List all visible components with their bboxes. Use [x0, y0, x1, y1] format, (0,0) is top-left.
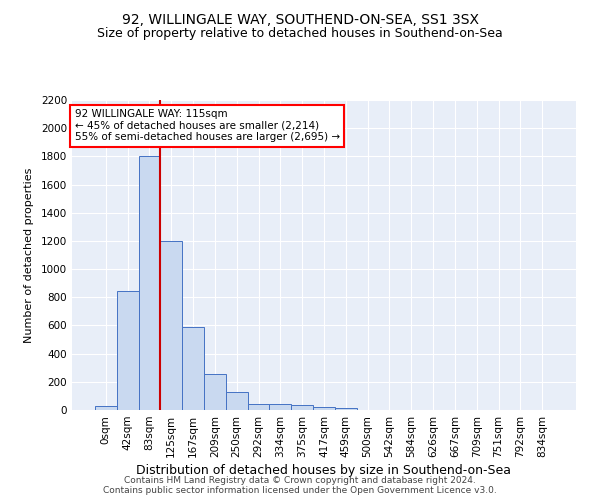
Bar	[204, 374, 226, 410]
Text: Contains HM Land Registry data © Crown copyright and database right 2024.: Contains HM Land Registry data © Crown c…	[124, 476, 476, 485]
Bar	[226, 392, 248, 410]
Text: Contains public sector information licensed under the Open Government Licence v3: Contains public sector information licen…	[103, 486, 497, 495]
Bar	[139, 156, 160, 410]
Text: Size of property relative to detached houses in Southend-on-Sea: Size of property relative to detached ho…	[97, 28, 503, 40]
Bar	[335, 408, 357, 410]
Text: 92 WILLINGALE WAY: 115sqm
← 45% of detached houses are smaller (2,214)
55% of se: 92 WILLINGALE WAY: 115sqm ← 45% of detac…	[74, 110, 340, 142]
Bar	[248, 404, 269, 410]
Bar	[269, 404, 291, 410]
Bar	[117, 291, 139, 410]
Y-axis label: Number of detached properties: Number of detached properties	[24, 168, 34, 342]
Bar	[182, 327, 204, 410]
Bar	[95, 406, 117, 410]
Bar	[160, 241, 182, 410]
Text: 92, WILLINGALE WAY, SOUTHEND-ON-SEA, SS1 3SX: 92, WILLINGALE WAY, SOUTHEND-ON-SEA, SS1…	[121, 12, 479, 26]
Bar	[291, 406, 313, 410]
X-axis label: Distribution of detached houses by size in Southend-on-Sea: Distribution of detached houses by size …	[137, 464, 511, 477]
Bar	[313, 408, 335, 410]
